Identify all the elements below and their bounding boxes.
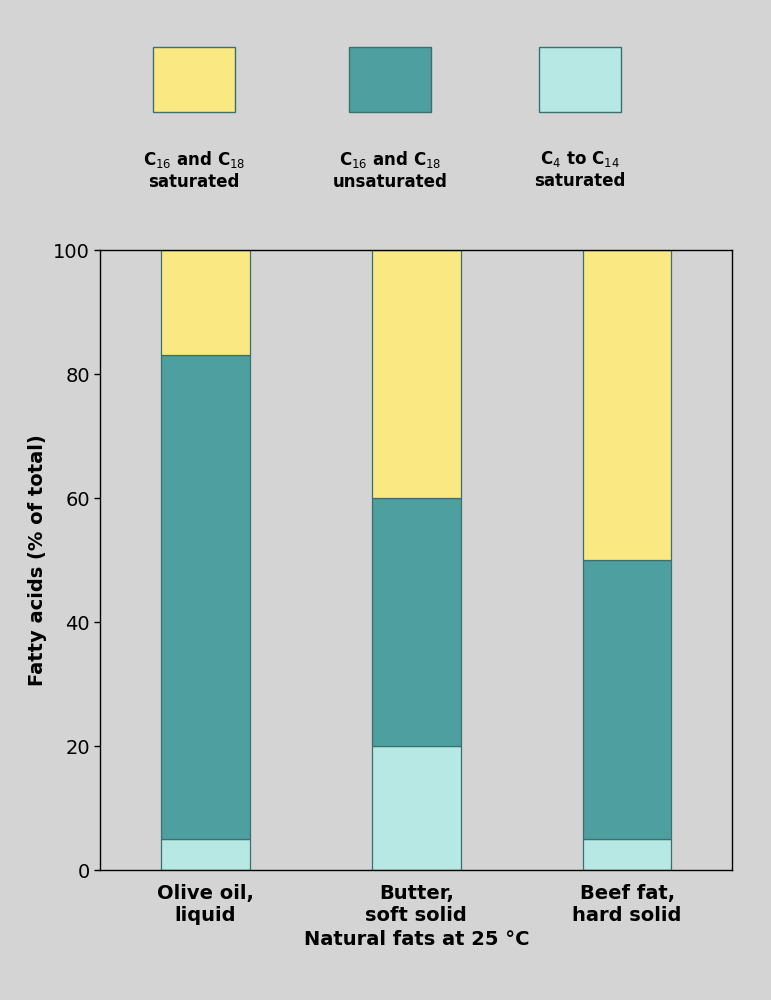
Bar: [583, 839, 672, 870]
Bar: [583, 560, 672, 839]
FancyBboxPatch shape: [153, 47, 235, 112]
Bar: [583, 250, 672, 560]
Text: C$_{16}$ and C$_{18}$
unsaturated: C$_{16}$ and C$_{18}$ unsaturated: [332, 149, 447, 191]
X-axis label: Natural fats at 25 °C: Natural fats at 25 °C: [304, 930, 529, 949]
Y-axis label: Fatty acids (% of total): Fatty acids (% of total): [29, 434, 47, 686]
Bar: [161, 355, 250, 839]
Bar: [161, 839, 250, 870]
Bar: [372, 250, 460, 498]
Bar: [372, 746, 460, 870]
Bar: [372, 498, 460, 746]
Text: C$_{4}$ to C$_{14}$
saturated: C$_{4}$ to C$_{14}$ saturated: [534, 149, 625, 190]
Text: C$_{16}$ and C$_{18}$
saturated: C$_{16}$ and C$_{18}$ saturated: [143, 149, 245, 191]
FancyBboxPatch shape: [539, 47, 621, 112]
FancyBboxPatch shape: [349, 47, 431, 112]
Bar: [161, 250, 250, 355]
